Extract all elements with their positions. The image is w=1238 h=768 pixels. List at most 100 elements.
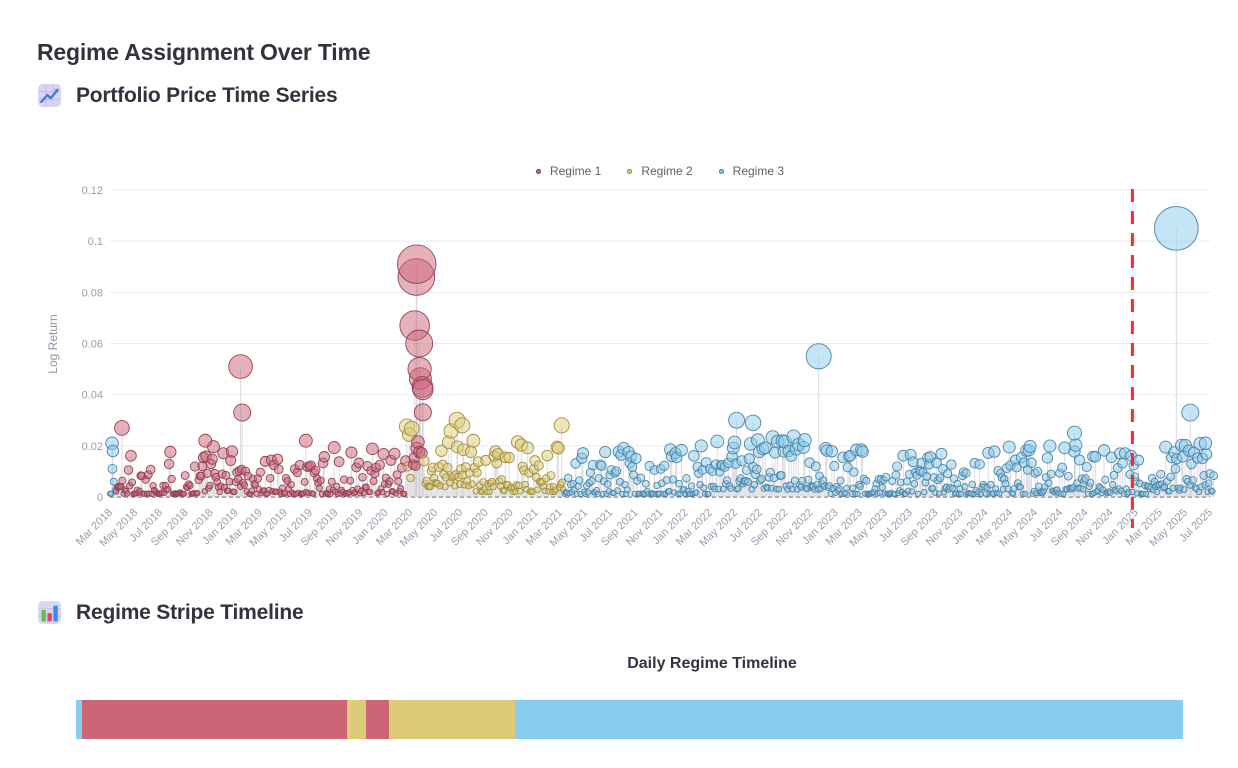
bubble-regime-3[interactable] [1089, 450, 1102, 463]
bubble-regime-3[interactable] [1067, 425, 1082, 441]
bubble-regime-1[interactable] [315, 484, 323, 492]
bubble-regime-1[interactable] [225, 445, 239, 458]
bubble-regime-1[interactable] [374, 459, 385, 471]
bubble-regime-3[interactable] [611, 466, 621, 476]
bubble-regime-2[interactable] [406, 473, 415, 483]
bubble-regime-1[interactable] [180, 490, 187, 497]
bubble-regime-1[interactable] [333, 456, 345, 468]
bubble-regime-3[interactable] [710, 434, 725, 449]
bubble-regime-1[interactable] [198, 433, 213, 448]
bubble-regime-3[interactable] [862, 476, 871, 485]
bubble-regime-3[interactable] [888, 477, 897, 486]
bubble-regime-1[interactable] [194, 489, 201, 497]
bubble-regime-1[interactable] [163, 458, 175, 470]
bubble-regime-3[interactable] [1198, 436, 1213, 451]
bubble-regime-1[interactable] [216, 488, 223, 496]
bubble-regime-3[interactable] [1073, 454, 1085, 466]
bubble-regime-3[interactable] [961, 483, 969, 491]
bubble-regime-1[interactable] [167, 474, 176, 484]
bubble-regime-3[interactable] [705, 490, 712, 497]
bubble-regime-3[interactable] [829, 460, 840, 472]
bubble-regime-2[interactable] [489, 482, 497, 491]
bubble-regime-1[interactable] [233, 403, 252, 422]
bubble-regime-2[interactable] [553, 417, 570, 434]
bubble-regime-3[interactable] [856, 482, 864, 491]
bubble-regime-1[interactable] [316, 476, 325, 485]
bubble-regime-3[interactable] [878, 483, 886, 491]
bubble-regime-3[interactable] [805, 343, 832, 370]
bubble-regime-3[interactable] [943, 469, 953, 479]
bubble-regime-3[interactable] [751, 464, 762, 475]
bubble-regime-3[interactable] [1057, 462, 1068, 473]
bubble-regime-1[interactable] [366, 442, 379, 456]
bubble-regime-3[interactable] [575, 476, 584, 485]
stripe-segment-regime-2[interactable] [389, 700, 516, 739]
bubble-regime-3[interactable] [835, 485, 843, 493]
bubble-regime-2[interactable] [426, 483, 434, 491]
bubble-regime-3[interactable] [603, 480, 612, 488]
bubble-regime-3[interactable] [891, 470, 901, 480]
bubble-regime-3[interactable] [914, 490, 922, 497]
bubble-regime-3[interactable] [1086, 478, 1095, 487]
daily-regime-stripe[interactable] [76, 700, 1183, 739]
bubble-regime-1[interactable] [300, 478, 309, 486]
bubble-regime-3[interactable] [921, 488, 928, 496]
bubble-regime-3[interactable] [1156, 469, 1166, 479]
bubble-regime-3[interactable] [849, 484, 857, 492]
bubble-regime-3[interactable] [1046, 469, 1056, 479]
bubble-regime-1[interactable] [273, 464, 284, 475]
bubble-regime-3[interactable] [1002, 440, 1016, 454]
bubble-regime-3[interactable] [675, 479, 683, 488]
bubble-regime-2[interactable] [497, 475, 506, 484]
bubble-regime-1[interactable] [164, 445, 177, 459]
bubble-regime-1[interactable] [410, 460, 421, 471]
bubble-regime-3[interactable] [727, 484, 735, 492]
bubble-regime-3[interactable] [1081, 474, 1090, 483]
bubble-regime-3[interactable] [1204, 479, 1213, 488]
bubble-regime-1[interactable] [358, 472, 367, 482]
bubble-regime-3[interactable] [836, 476, 845, 485]
bubble-regime-3[interactable] [1209, 471, 1219, 481]
bubble-regime-3[interactable] [1032, 466, 1043, 477]
bubble-regime-1[interactable] [271, 453, 284, 465]
bubble-regime-3[interactable] [687, 482, 696, 490]
bubble-regime-1[interactable] [255, 467, 265, 477]
bubble-regime-3[interactable] [744, 414, 762, 432]
bubble-regime-3[interactable] [910, 480, 919, 488]
bubble-regime-3[interactable] [744, 477, 753, 486]
bubble-regime-3[interactable] [599, 445, 612, 459]
bubble-regime-1[interactable] [206, 481, 214, 490]
bubble-regime-1[interactable] [287, 480, 295, 489]
bubble-regime-2[interactable] [516, 488, 524, 495]
bubble-regime-1[interactable] [265, 474, 275, 483]
bubble-regime-2[interactable] [500, 487, 508, 495]
bubble-regime-1[interactable] [318, 451, 331, 463]
bubble-regime-3[interactable] [908, 488, 916, 495]
bubble-regime-2[interactable] [418, 455, 430, 467]
bubble-regime-3[interactable] [694, 439, 708, 453]
bubble-regime-1[interactable] [388, 447, 401, 460]
bubble-regime-1[interactable] [145, 464, 156, 475]
bubble-regime-3[interactable] [107, 463, 118, 474]
bubble-regime-3[interactable] [1109, 470, 1119, 480]
bubble-regime-3[interactable] [1011, 462, 1022, 473]
bubble-regime-2[interactable] [503, 451, 515, 464]
bubble-regime-3[interactable] [1069, 438, 1083, 452]
bubble-regime-1[interactable] [231, 488, 238, 496]
bubble-regime-3[interactable] [587, 477, 596, 486]
bubble-regime-1[interactable] [333, 482, 341, 490]
bubble-regime-3[interactable] [1153, 488, 1161, 496]
bubble-regime-3[interactable] [1081, 461, 1092, 473]
bubble-regime-2[interactable] [466, 433, 481, 448]
bubble-regime-1[interactable] [353, 457, 365, 469]
bubble-regime-2[interactable] [464, 445, 478, 459]
bubble-regime-3[interactable] [776, 470, 786, 480]
bubble-regime-3[interactable] [630, 452, 642, 465]
bubble-regime-3[interactable] [935, 473, 945, 483]
bubble-regime-3[interactable] [1170, 463, 1181, 474]
bubble-regime-2[interactable] [441, 483, 449, 491]
bubble-regime-1[interactable] [384, 490, 391, 497]
bubble-regime-3[interactable] [804, 475, 813, 484]
bubble-regime-3[interactable] [931, 457, 942, 469]
